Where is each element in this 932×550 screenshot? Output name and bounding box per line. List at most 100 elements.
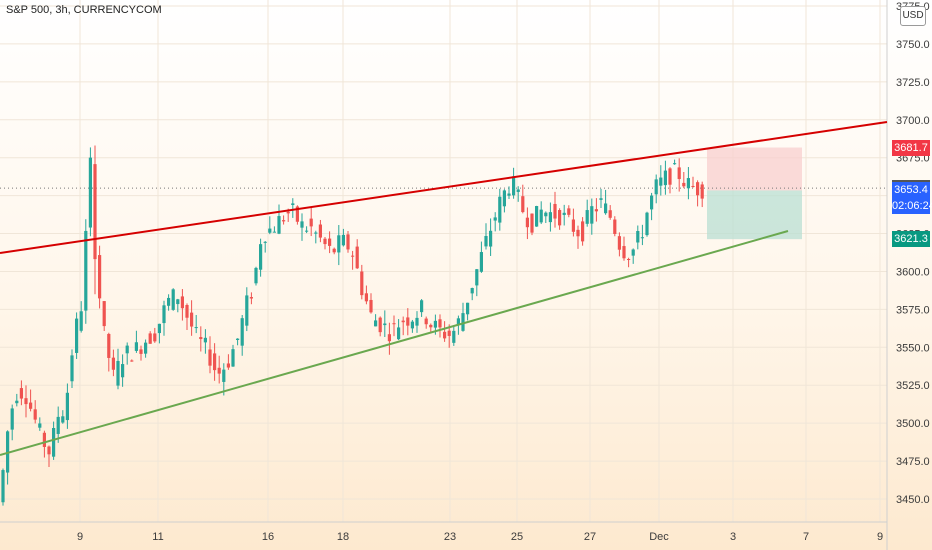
candle-body: [153, 333, 157, 342]
candle-body: [171, 289, 175, 310]
stop-loss-zone: [707, 147, 802, 191]
candle-body: [617, 236, 621, 250]
candle-body: [52, 427, 56, 457]
candle-body: [525, 217, 529, 228]
candle-body: [502, 190, 506, 207]
candle-body: [10, 408, 14, 430]
candle-body: [157, 323, 161, 334]
price-badge: 3681.7: [892, 139, 930, 156]
candle-body: [70, 355, 74, 382]
candle-body: [498, 196, 502, 223]
candle-body: [415, 317, 419, 326]
candle-body: [571, 219, 575, 232]
candle-body: [567, 208, 571, 215]
candle-body: [337, 235, 341, 253]
candle-body: [677, 167, 681, 180]
x-tick-label: 3: [730, 531, 736, 543]
candle-body: [190, 312, 194, 327]
candle-body: [410, 321, 414, 329]
candle-body: [328, 238, 332, 246]
lower-trendline[interactable]: [0, 230, 789, 456]
candle-body: [217, 367, 221, 374]
candle-body: [659, 177, 663, 186]
candle-body: [346, 234, 350, 250]
candle-body: [663, 170, 667, 186]
candle-body: [24, 398, 28, 405]
candle-body: [309, 218, 313, 227]
candle-body: [245, 295, 249, 326]
candle-body: [374, 320, 378, 327]
candle-body: [19, 388, 23, 399]
candle-body: [369, 299, 373, 313]
candle-body: [208, 349, 212, 366]
candle-body: [79, 311, 83, 331]
candle-body: [594, 209, 598, 212]
candle-body: [401, 320, 405, 323]
candle-body: [640, 237, 644, 239]
candle-body: [33, 409, 37, 420]
candle-body: [466, 302, 470, 315]
trendlines[interactable]: [0, 121, 888, 456]
candle-body: [332, 248, 336, 253]
chart-title: S&P 500, 3h, CURRENCYCOM: [6, 4, 162, 16]
currency-button[interactable]: USD: [900, 6, 926, 26]
candle-body: [631, 249, 635, 256]
candle-body: [75, 318, 79, 353]
candle-body: [378, 317, 382, 333]
x-tick-label: 25: [511, 531, 523, 543]
candle-body: [406, 317, 410, 326]
candle-body: [314, 232, 318, 234]
candle-body: [364, 293, 368, 302]
candle-body: [144, 342, 148, 354]
candle-body: [15, 400, 19, 404]
candle-body: [295, 206, 299, 222]
y-tick-label: 3750.0: [896, 39, 930, 51]
candle-body: [553, 203, 557, 219]
candle-body: [130, 360, 134, 362]
candle-body: [392, 323, 396, 325]
candle-body: [516, 189, 520, 192]
candle-body: [167, 297, 171, 306]
x-tick-label: 18: [337, 531, 349, 543]
y-tick-label: 3475.0: [896, 456, 930, 468]
candle-body: [226, 363, 230, 368]
candle-body: [180, 296, 184, 309]
candle-body: [305, 230, 309, 232]
candle-body: [424, 318, 428, 325]
candle-body: [1, 470, 5, 503]
candle-body: [650, 195, 654, 210]
candle-body: [351, 255, 355, 257]
candle-body: [360, 271, 364, 296]
y-axis: 3775.03750.03725.03700.03675.03650.03625…: [896, 1, 930, 506]
candle-body: [429, 324, 433, 328]
candle-body: [456, 318, 460, 325]
y-tick-label: 3550.0: [896, 342, 930, 354]
y-tick-label: 3725.0: [896, 77, 930, 89]
candle-body: [102, 301, 106, 327]
candle-body: [604, 203, 608, 214]
candle-body: [148, 333, 152, 344]
upper-trendline[interactable]: [0, 121, 888, 254]
x-tick-label: 16: [262, 531, 274, 543]
price-badge: 3653.4: [892, 182, 930, 199]
candle-body: [125, 345, 129, 354]
candle-body: [29, 402, 33, 409]
candle-body: [438, 319, 442, 328]
candle-body: [397, 327, 401, 340]
candle-body: [558, 210, 562, 226]
candle-body: [645, 212, 649, 236]
candle-body: [176, 299, 180, 305]
candle-body: [88, 157, 92, 228]
candle-body: [56, 416, 60, 434]
candle-body: [383, 323, 387, 326]
price-badge: 02:06:24: [892, 198, 932, 215]
candle-body: [636, 230, 640, 243]
price-badge: 3621.3: [892, 231, 930, 248]
candle-body: [47, 446, 51, 455]
candle-body: [461, 313, 465, 331]
candle-body: [263, 241, 267, 243]
candle-body: [608, 210, 612, 218]
candle-body: [535, 206, 539, 227]
candle-body: [512, 176, 516, 196]
